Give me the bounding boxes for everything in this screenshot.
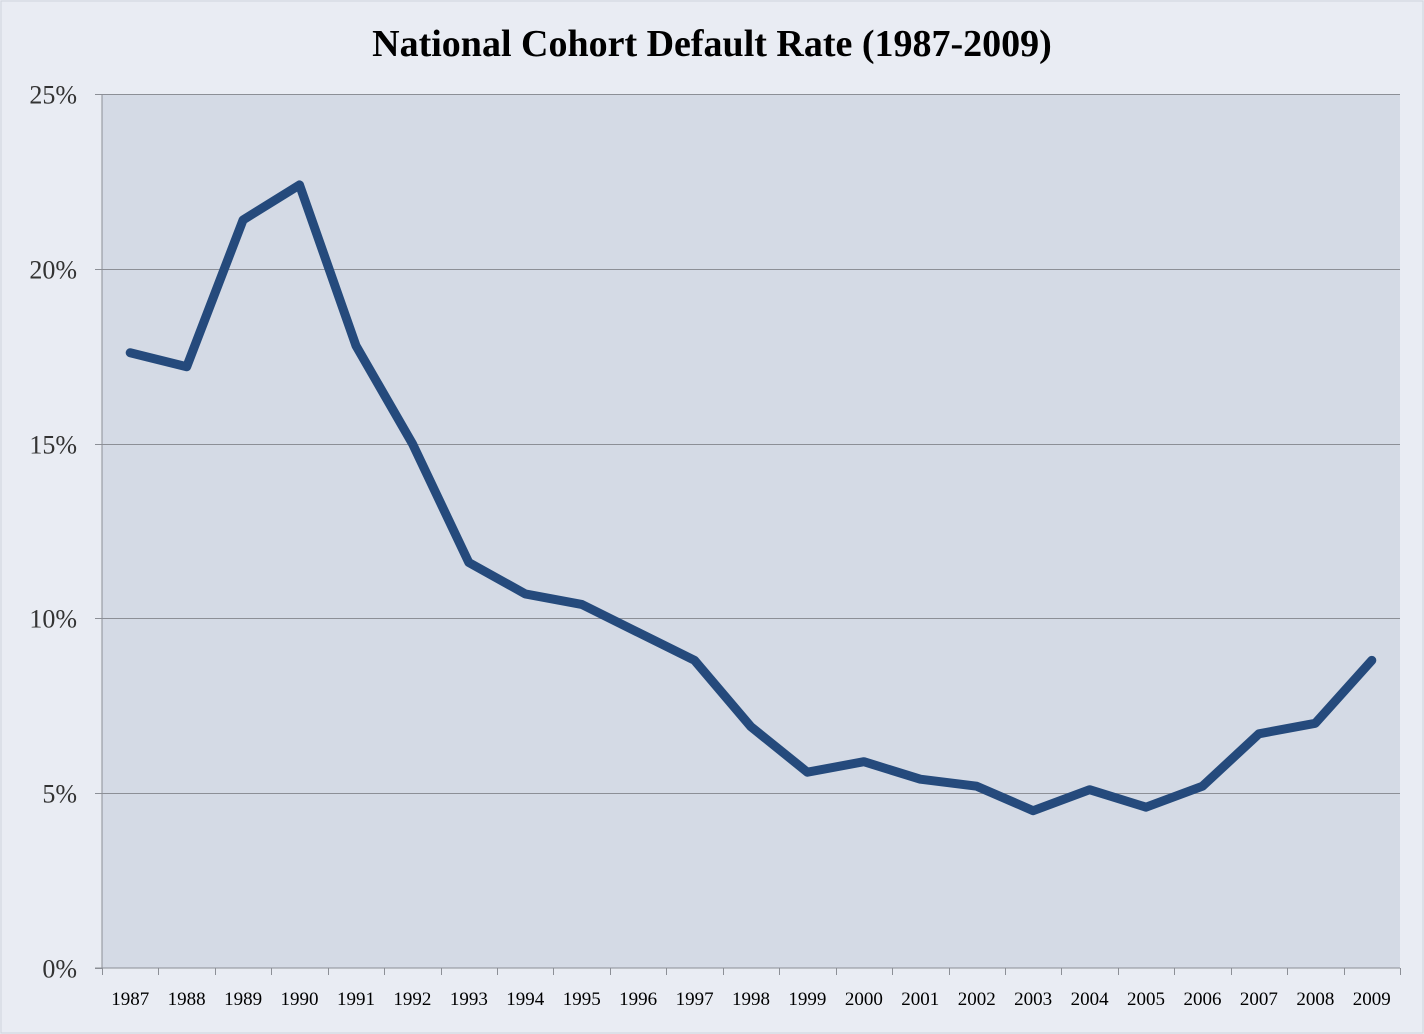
x-tick-label: 1998 — [732, 989, 770, 1010]
y-tick-label: 15% — [29, 431, 77, 460]
x-tick-label: 1999 — [788, 989, 826, 1010]
y-tick-label: 10% — [29, 605, 77, 634]
x-tick-label: 1992 — [393, 989, 431, 1010]
x-tick-label: 2007 — [1240, 989, 1278, 1010]
chart-title: National Cohort Default Rate (1987-2009) — [372, 23, 1052, 65]
x-tick-label: 1995 — [563, 989, 601, 1010]
x-tick-label: 1993 — [450, 989, 488, 1010]
x-tick-label: 1997 — [676, 989, 714, 1010]
x-tick-label: 1991 — [337, 989, 375, 1010]
x-tick-label: 2000 — [845, 989, 883, 1010]
x-tick-label: 1989 — [224, 989, 262, 1010]
x-tick-label: 2002 — [958, 989, 996, 1010]
y-tick-label: 20% — [29, 256, 77, 285]
y-tick-label: 25% — [29, 81, 77, 110]
y-tick-label: 5% — [42, 780, 77, 809]
x-tick-label: 1994 — [506, 989, 545, 1010]
x-tick-label: 2005 — [1127, 989, 1165, 1010]
x-tick-label: 2004 — [1071, 989, 1110, 1010]
x-tick-label: 2008 — [1296, 989, 1334, 1010]
x-tick-label: 1990 — [281, 989, 319, 1010]
x-tick-label: 2006 — [1183, 989, 1221, 1010]
x-tick-label: 2009 — [1353, 989, 1391, 1010]
plot-area — [102, 94, 1400, 968]
x-tick-label: 2003 — [1014, 989, 1052, 1010]
y-tick-label: 0% — [42, 955, 77, 984]
x-tick-label: 1988 — [168, 989, 206, 1010]
x-tick-label: 2001 — [901, 989, 939, 1010]
x-tick-label: 1987 — [111, 989, 149, 1010]
x-tick-label: 1996 — [619, 989, 657, 1010]
